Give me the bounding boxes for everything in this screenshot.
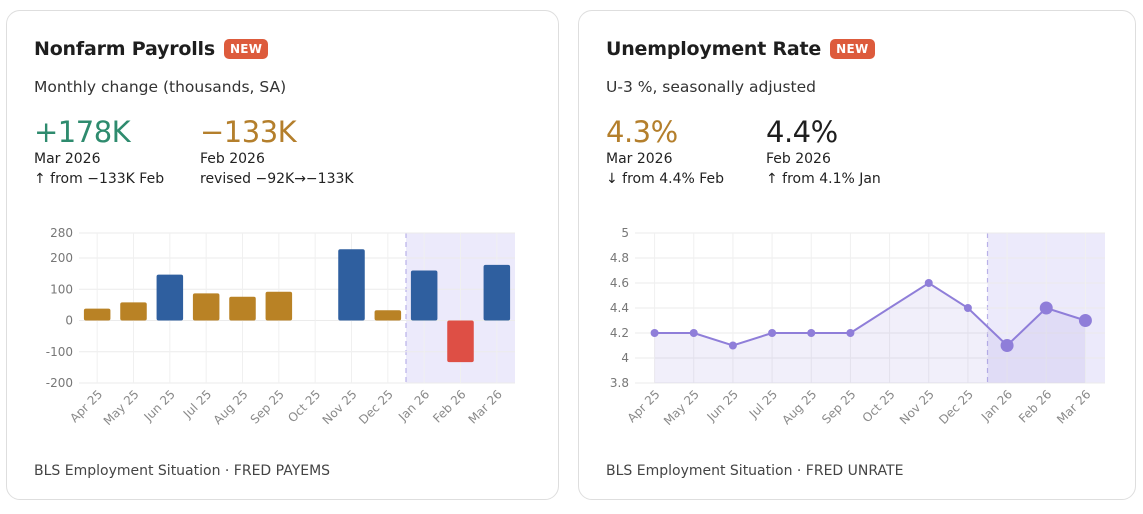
bar-jul-25 — [192, 293, 220, 321]
bar-nov-25 — [338, 249, 365, 321]
x-tick-label: Apr 25 — [67, 387, 105, 425]
x-tick-label: May 25 — [101, 387, 142, 428]
payrolls-current-date: Mar 2026 — [34, 151, 101, 167]
x-tick-label: Apr 25 — [625, 387, 663, 425]
point-apr-25 — [650, 329, 659, 337]
point-nov-25 — [924, 279, 933, 287]
point-dec-25 — [963, 304, 972, 312]
payrolls-previous-value: −133K — [200, 115, 297, 149]
point-may-25 — [689, 329, 698, 337]
bar-jun-25 — [156, 274, 184, 321]
x-tick-label: Jul 25 — [746, 387, 780, 421]
y-tick-label: 4.6 — [610, 276, 629, 290]
unemployment-new-badge: NEW — [830, 39, 875, 59]
unemployment-title: Unemployment Rate — [606, 38, 822, 60]
point-jul-25 — [768, 329, 777, 337]
y-tick-label: 4 — [621, 351, 629, 365]
x-tick-label: Nov 25 — [320, 387, 360, 427]
y-tick-label: 4.2 — [610, 326, 629, 340]
unemployment-stat-current: 4.3% Mar 2026 ↓ from 4.4% Feb — [606, 115, 724, 187]
payrolls-title-row: Nonfarm Payrolls NEW — [34, 38, 269, 60]
x-tick-label: Aug 25 — [779, 387, 819, 427]
bar-apr-25 — [83, 308, 111, 321]
unemployment-title-row: Unemployment Rate NEW — [606, 38, 875, 60]
x-tick-label: Jun 25 — [141, 387, 178, 424]
x-tick-label: Feb 26 — [430, 387, 468, 425]
x-tick-label: May 25 — [661, 387, 702, 428]
x-tick-label: Sep 25 — [248, 387, 287, 426]
unemployment-previous-value: 4.4% — [766, 115, 838, 149]
payrolls-previous-note: revised −92K→−133K — [200, 171, 354, 187]
point-jan-26 — [1000, 339, 1014, 352]
y-tick-label: 0 — [65, 314, 73, 328]
point-aug-25 — [807, 329, 816, 337]
x-tick-label: Feb 26 — [1016, 387, 1054, 425]
y-tick-label: -200 — [46, 376, 73, 390]
unemployment-current-value: 4.3% — [606, 115, 678, 149]
unemployment-subtitle: U-3 %, seasonally adjusted — [606, 78, 817, 96]
y-tick-label: 280 — [50, 226, 73, 240]
bar-jan-26 — [410, 270, 438, 321]
bar-aug-25 — [229, 296, 256, 321]
x-tick-label: Mar 26 — [466, 387, 505, 426]
y-tick-label: -100 — [46, 345, 73, 359]
x-tick-label: Dec 25 — [356, 387, 396, 427]
x-tick-label: Oct 25 — [285, 387, 323, 425]
x-tick-label: Aug 25 — [211, 387, 251, 427]
y-tick-label: 4.4 — [610, 301, 629, 315]
x-tick-label: Mar 26 — [1054, 387, 1093, 426]
payrolls-stat-current: +178K Mar 2026 ↑ from −133K Feb — [34, 115, 164, 187]
payrolls-subtitle: Monthly change (thousands, SA) — [34, 78, 287, 96]
bar-feb-26 — [447, 320, 474, 363]
area-fill — [654, 283, 1086, 383]
payrolls-card: Nonfarm Payrolls NEW Monthly change (tho… — [6, 10, 559, 500]
x-tick-label: Nov 25 — [897, 387, 937, 427]
point-sep-25 — [846, 329, 855, 337]
payrolls-new-badge: NEW — [223, 39, 269, 59]
bar-sep-25 — [265, 291, 293, 321]
payrolls-previous-date: Feb 2026 — [200, 151, 265, 167]
payrolls-source: BLS Employment Situation · FRED PAYEMS — [34, 463, 331, 479]
y-tick-label: 100 — [50, 282, 73, 296]
unemployment-previous-date: Feb 2026 — [766, 151, 831, 167]
x-tick-label: Dec 25 — [936, 387, 976, 427]
bar-may-25 — [120, 302, 147, 321]
payrolls-current-note: ↑ from −133K Feb — [34, 171, 165, 187]
x-tick-label: Jan 26 — [395, 387, 432, 424]
unemployment-card: Unemployment Rate NEW U-3 %, seasonally … — [578, 10, 1136, 500]
y-tick-label: 200 — [50, 251, 73, 265]
y-tick-label: 4.8 — [610, 251, 629, 265]
y-tick-label: 5 — [621, 226, 629, 240]
payrolls-current-value: +178K — [34, 115, 131, 149]
x-tick-label: Jan 26 — [978, 387, 1015, 424]
payrolls-title: Nonfarm Payrolls — [34, 38, 215, 60]
point-jun-25 — [728, 341, 737, 350]
x-tick-label: Jul 25 — [180, 387, 214, 421]
unemployment-stat-previous: 4.4% Feb 2026 ↑ from 4.1% Jan — [766, 115, 881, 187]
point-feb-26 — [1039, 301, 1053, 315]
bar-mar-26 — [483, 264, 511, 321]
unemployment-source: BLS Employment Situation · FRED UNRATE — [606, 463, 904, 479]
unemployment-previous-note: ↑ from 4.1% Jan — [766, 171, 881, 187]
unemployment-current-date: Mar 2026 — [606, 151, 673, 167]
x-tick-label: Oct 25 — [860, 387, 898, 425]
point-mar-26 — [1078, 314, 1092, 327]
x-tick-label: Sep 25 — [819, 387, 858, 426]
x-tick-label: Jun 25 — [704, 387, 741, 424]
y-tick-label: 3.8 — [610, 376, 629, 390]
unemployment-current-note: ↓ from 4.4% Feb — [606, 171, 725, 187]
bar-dec-25 — [374, 310, 402, 321]
payrolls-stat-previous: −133K Feb 2026 revised −92K→−133K — [200, 115, 354, 187]
